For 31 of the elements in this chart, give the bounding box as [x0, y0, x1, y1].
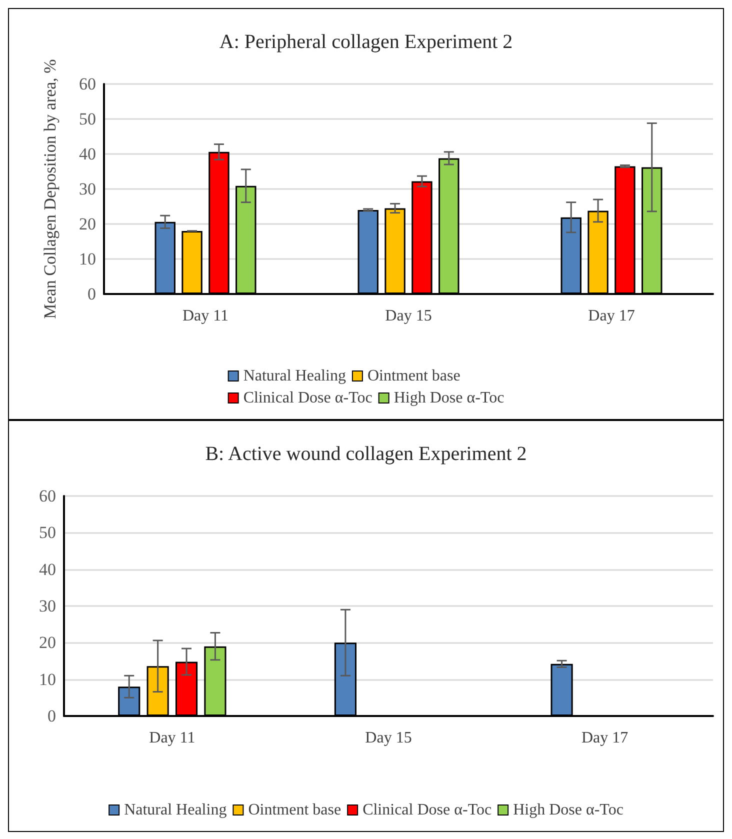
legend-label: High Dose α-Toc: [513, 802, 624, 818]
y-tick-label: 20: [79, 214, 96, 234]
y-tick-label: 0: [88, 284, 96, 304]
y-tick-label: 20: [39, 633, 56, 652]
legend-label: Natural Healing: [243, 368, 346, 384]
x-tick-label: Day 17: [582, 730, 628, 746]
y-tick-label: 30: [79, 180, 96, 198]
y-tick-label: 10: [39, 670, 56, 689]
y-tick-label: 40: [39, 560, 56, 579]
legend-label: Natural Healing: [124, 802, 227, 818]
legend-label: High Dose α-Toc: [394, 390, 504, 406]
chart-title: B: Active wound collagen Experiment 2: [205, 443, 527, 465]
y-tick-label: 30: [39, 596, 56, 616]
x-tick-label: Day 11: [182, 308, 229, 324]
y-tick-label: 50: [79, 110, 96, 128]
y-axis-title: Mean Collagen Deposition by area, %: [40, 59, 60, 319]
y-tick-label: 40: [79, 144, 96, 164]
x-tick-label: Day 11: [149, 730, 196, 746]
x-tick-label: Day 17: [588, 308, 635, 324]
legend-label: Clinical Dose α-Toc: [243, 390, 372, 406]
legend-label: Ointment base: [367, 368, 460, 384]
y-tick-label: 60: [39, 486, 56, 506]
legend-label: Clinical Dose α-Toc: [362, 802, 492, 818]
x-tick-label: Day 15: [365, 730, 412, 746]
y-tick-label: 0: [48, 706, 56, 726]
y-tick-label: 50: [39, 523, 56, 542]
legend-label: Ointment base: [248, 802, 342, 818]
y-tick-label: 60: [79, 74, 96, 94]
chart-title: A: Peripheral collagen Experiment 2: [219, 31, 513, 53]
x-tick-label: Day 15: [385, 308, 432, 324]
y-tick-label: 10: [79, 250, 96, 268]
